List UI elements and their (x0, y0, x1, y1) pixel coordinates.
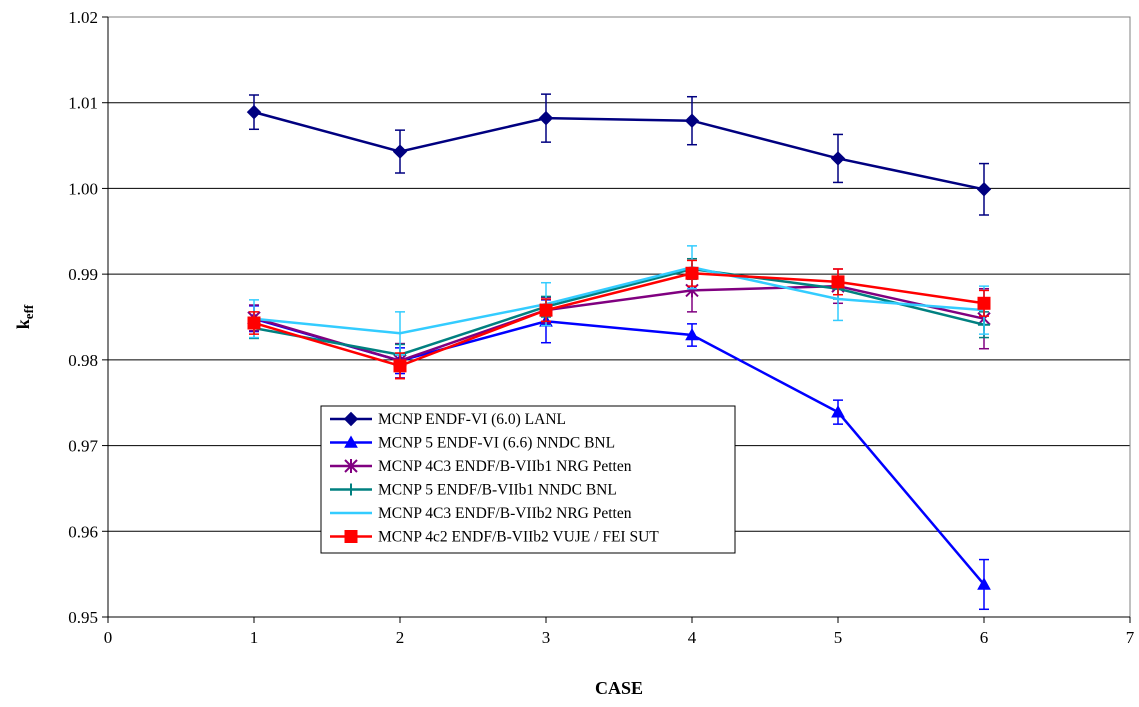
x-tick-label: 1 (250, 628, 259, 647)
legend: MCNP ENDF-VI (6.0) LANL MCNP 5 ENDF-VI (6… (320, 405, 736, 554)
y-axis-title: keff (13, 304, 36, 329)
axes: 0.95 0.96 0.97 0.98 0.99 1.00 1.01 1.02 0 1 2 3 4 5 6 7 (68, 8, 1135, 647)
legend-box (320, 405, 736, 554)
legend-label: MCNP 5 ENDF/B-VIIb1 NNDC BNL (378, 482, 617, 499)
series-group-item (246, 93, 992, 216)
data-point (345, 483, 357, 496)
data-point (538, 110, 554, 126)
series-line (253, 284, 985, 363)
series-line (253, 110, 985, 191)
x-tick-label: 6 (980, 628, 989, 647)
data-point (344, 435, 358, 448)
y-tick-label: 0.95 (68, 608, 98, 627)
y-axis-title-subscript: eff (21, 304, 36, 319)
series-line (253, 272, 985, 368)
series-line (253, 266, 985, 335)
data-point (685, 266, 699, 280)
data-point (977, 577, 991, 590)
x-tick-label: 5 (834, 628, 843, 647)
x-tick-label: 0 (104, 628, 113, 647)
data-point (976, 182, 992, 197)
data-point (685, 327, 699, 341)
y-tick-label: 0.97 (68, 437, 98, 456)
data-point (831, 275, 845, 289)
y-tick-label: 0.96 (68, 522, 98, 541)
series-line (253, 267, 985, 357)
legend-label: MCNP 4c2 ENDF/B-VIIb2 VUJE / FEI SUT (378, 529, 659, 546)
data-point (343, 411, 359, 427)
data-point (393, 359, 407, 373)
series-group-item (247, 259, 991, 380)
y-axis-title-main: k (13, 319, 33, 329)
x-tick-label: 4 (688, 628, 697, 647)
legend-label: MCNP 4C3 ENDF/B-VIIb1 NRG Petten (378, 458, 632, 475)
y-tick-label: 0.98 (68, 351, 98, 370)
data-point (831, 405, 845, 418)
x-tick-label: 7 (1126, 628, 1135, 647)
y-tick-label: 1.00 (68, 179, 98, 198)
y-tick-label: 1.02 (68, 8, 98, 27)
legend-label: MCNP ENDF-VI (6.0) LANL (378, 411, 566, 428)
x-tick-label: 2 (396, 628, 405, 647)
legend-label: MCNP 4C3 ENDF/B-VIIb2 NRG Petten (378, 505, 632, 522)
data-point (246, 104, 262, 120)
x-tick-label: 3 (542, 628, 551, 647)
legend-label: MCNP 5 ENDF-VI (6.6) NNDC BNL (378, 435, 615, 452)
series-group (246, 93, 992, 611)
data-point (830, 151, 846, 166)
data-point (247, 316, 261, 330)
data-point (684, 113, 700, 128)
data-point (539, 303, 553, 317)
x-axis-title: CASE (595, 678, 643, 698)
data-point (977, 296, 991, 310)
data-point (344, 459, 358, 473)
y-tick-label: 0.99 (68, 265, 98, 284)
y-tick-label: 1.01 (68, 94, 98, 113)
data-point (392, 144, 408, 159)
data-point (344, 530, 358, 543)
grid-lines (108, 102, 1130, 532)
